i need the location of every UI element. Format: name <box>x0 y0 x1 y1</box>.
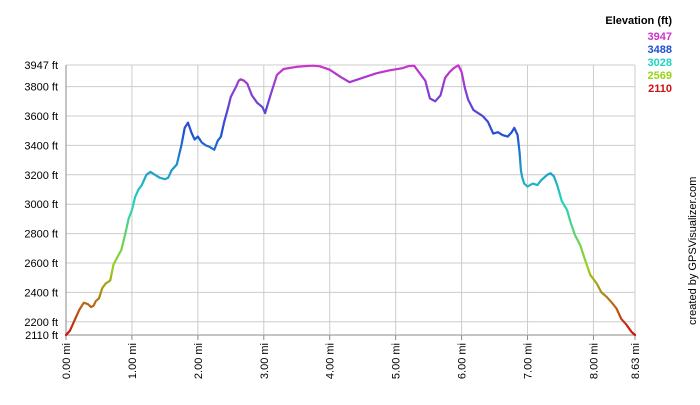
y-tick-label: 3800 ft <box>24 82 58 94</box>
x-tick-label: 1.00 mi <box>127 343 139 379</box>
y-tick-label: 2600 ft <box>24 258 58 270</box>
y-tick-label: 3000 ft <box>24 199 58 211</box>
legend-entry: 3947 <box>648 31 672 43</box>
x-tick-label: 8.63 mi <box>630 343 642 379</box>
elevation-series-line <box>64 64 637 337</box>
legend-entry: 3028 <box>648 57 672 69</box>
legend-entry: 2569 <box>648 70 672 82</box>
y-tick-label: 3200 ft <box>24 170 58 182</box>
y-tick-label: 2800 ft <box>24 229 58 241</box>
x-tick-label: 4.00 mi <box>325 343 337 379</box>
y-tick-label: 2110 ft <box>25 330 58 342</box>
x-tick-label: 8.00 mi <box>588 343 600 379</box>
x-tick-label: 0.00 mi <box>61 343 73 379</box>
x-tick-label: 7.00 mi <box>523 343 535 379</box>
x-tick-label: 5.00 mi <box>391 343 403 379</box>
legend-title: Elevation (ft) <box>605 15 672 27</box>
x-tick-label: 3.00 mi <box>259 343 271 379</box>
y-tick-label: 3947 ft <box>24 60 58 72</box>
y-tick-label: 3400 ft <box>24 140 58 152</box>
y-tick-label: 3600 ft <box>24 111 58 123</box>
y-tick-label: 2200 ft <box>24 317 58 329</box>
x-axis: 0.00 mi 1.00 mi 2.00 mi 3.00 mi 4.00 mi 5.00 … <box>61 343 642 379</box>
credit-text: created by GPSVisualizer.com <box>687 177 699 325</box>
y-tick-label: 2400 ft <box>24 287 58 299</box>
gridlines <box>65 64 636 340</box>
legend-entry: 3488 <box>648 44 672 56</box>
x-tick-label: 2.00 mi <box>193 343 205 379</box>
legend-entry: 2110 <box>648 83 672 95</box>
x-tick-label: 6.00 mi <box>457 343 469 379</box>
